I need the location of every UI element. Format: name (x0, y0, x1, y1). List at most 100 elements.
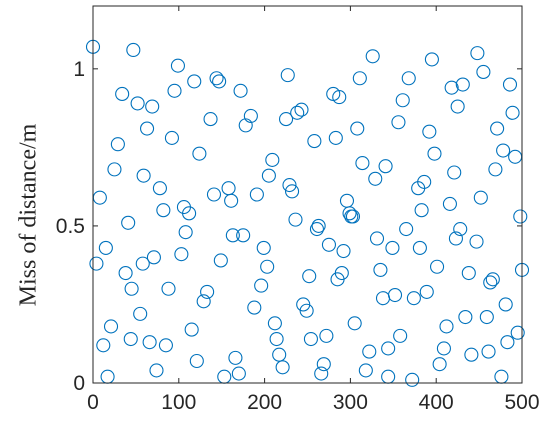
point (203, 112, 218, 127)
point (470, 46, 485, 61)
point (89, 256, 104, 271)
point (309, 222, 324, 237)
point (130, 96, 145, 111)
point (479, 309, 494, 325)
point (231, 366, 246, 381)
point (448, 231, 463, 246)
point (385, 240, 400, 255)
point (399, 222, 414, 237)
point (158, 338, 173, 353)
point (345, 209, 361, 224)
point (174, 247, 189, 262)
point (321, 237, 337, 252)
point (225, 228, 240, 243)
point (378, 159, 393, 174)
point (500, 335, 515, 350)
point (430, 259, 445, 274)
point (411, 181, 426, 196)
point (502, 77, 518, 92)
point (352, 71, 367, 86)
y-axis-label: Miss of distance/m (16, 123, 42, 306)
point (444, 80, 459, 95)
point (469, 234, 484, 249)
point (260, 259, 275, 274)
point (212, 74, 227, 89)
point (481, 344, 496, 359)
point (319, 328, 334, 343)
point (436, 341, 451, 356)
point (391, 115, 406, 130)
point (161, 281, 176, 296)
point (490, 121, 505, 136)
x-tick-label: 400 (419, 391, 454, 414)
point (424, 52, 439, 67)
point (373, 262, 388, 277)
point (513, 209, 528, 224)
point (135, 256, 150, 271)
point (496, 143, 511, 158)
point (272, 347, 287, 362)
point (299, 303, 314, 318)
point (350, 121, 365, 136)
point (142, 335, 157, 350)
point (395, 93, 410, 108)
point (269, 331, 284, 347)
point (140, 121, 155, 136)
point (164, 130, 179, 145)
point (473, 190, 488, 205)
point (265, 152, 280, 167)
point (476, 64, 491, 80)
point (483, 275, 498, 290)
point (405, 372, 420, 387)
point (189, 353, 204, 369)
point (355, 156, 370, 171)
point (505, 105, 520, 120)
point (96, 338, 111, 353)
point (167, 83, 182, 98)
point (447, 165, 462, 180)
point (485, 272, 500, 287)
point (110, 137, 125, 152)
point (439, 319, 454, 334)
point (294, 102, 309, 117)
point (375, 291, 391, 306)
point (347, 316, 362, 331)
point (406, 291, 421, 306)
point (233, 83, 248, 98)
point (98, 240, 113, 255)
point (461, 265, 476, 281)
point (316, 357, 331, 372)
point (124, 281, 139, 296)
point (311, 218, 326, 233)
y-tick-label: 0 (73, 372, 85, 395)
point (184, 322, 199, 337)
point (254, 278, 269, 293)
point (510, 325, 525, 340)
point (330, 272, 345, 287)
point (414, 203, 429, 218)
point (290, 105, 305, 120)
point (209, 71, 224, 86)
point (393, 328, 408, 343)
point (121, 215, 136, 230)
x-tick-label: 500 (504, 391, 539, 414)
point (249, 187, 264, 202)
point (464, 347, 479, 362)
point (145, 99, 160, 114)
point (118, 265, 133, 281)
point (236, 228, 251, 243)
point (103, 319, 119, 334)
point (152, 181, 167, 196)
y-tick-label: 1 (73, 58, 85, 81)
point (368, 171, 383, 186)
point (401, 71, 416, 86)
point (381, 341, 396, 356)
x-tick-label: 300 (333, 391, 368, 414)
point (412, 240, 427, 255)
point (206, 187, 222, 202)
point (427, 146, 442, 161)
point (488, 162, 503, 177)
point (228, 350, 243, 365)
point (170, 58, 185, 73)
